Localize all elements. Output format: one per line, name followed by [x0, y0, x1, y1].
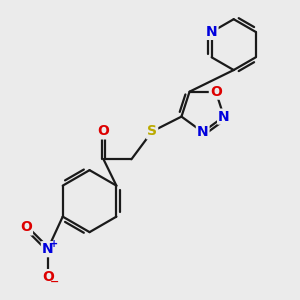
- Text: N: N: [197, 125, 208, 139]
- Text: O: O: [98, 124, 110, 138]
- Text: S: S: [147, 124, 157, 138]
- Text: N: N: [42, 242, 53, 256]
- Text: N: N: [218, 110, 230, 124]
- Text: O: O: [210, 85, 222, 99]
- Text: +: +: [50, 238, 59, 249]
- Text: O: O: [20, 220, 32, 235]
- Text: N: N: [206, 25, 218, 39]
- Text: −: −: [50, 277, 59, 287]
- Text: O: O: [42, 270, 54, 284]
